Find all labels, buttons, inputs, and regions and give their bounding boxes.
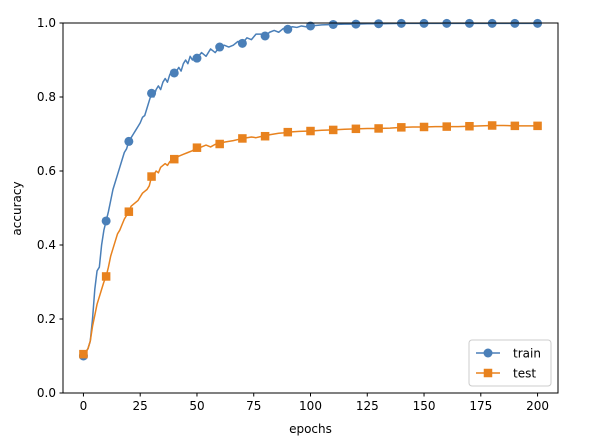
x-tick-label: 100 [299,399,322,413]
test-line [82,124,538,355]
test-point [147,172,156,181]
train-point [306,21,315,31]
train-point [374,19,384,29]
y-axis: 0.0 0.2 0.4 0.6 0.8 1.0 [37,16,63,400]
train-point [351,19,361,29]
plot-frame [62,22,559,394]
legend-test-marker [483,368,493,378]
y-tick-label: 0.8 [37,90,56,104]
y-tick-label: 0.6 [37,164,56,178]
x-tick-label: 25 [133,399,148,413]
series-test [79,121,542,359]
x-tick-label: 175 [469,399,492,413]
test-point [238,134,247,143]
y-tick-label: 0.2 [37,312,56,326]
y-tick-label: 0.4 [37,238,56,252]
x-tick-label: 125 [356,399,379,413]
legend: train test [468,339,552,387]
test-point [533,121,542,131]
test-point [510,121,520,131]
test-point [465,121,474,131]
x-tick-label: 75 [246,399,261,413]
train-point [147,88,157,98]
test-point [487,121,497,130]
y-tick-label: 1.0 [37,16,56,30]
train-point [124,136,134,146]
legend-train-marker [483,348,493,358]
x-tick-label: 150 [413,399,436,413]
y-axis-label: accuracy [10,181,24,235]
x-axis-label: epochs [289,422,332,436]
test-point [374,124,383,133]
train-point [283,24,293,34]
legend-train-label: train [513,347,541,361]
test-point [79,349,88,359]
x-tick-label: 0 [80,399,88,413]
x-axis: 0 25 50 75 100 125 150 175 200 [80,393,549,413]
y-tick-label: 0.0 [37,386,56,400]
x-tick-label: 200 [526,399,549,413]
test-point [419,122,429,132]
test-point [101,272,111,281]
train-point [101,216,111,226]
train-point [237,38,247,48]
train-point [169,68,179,78]
x-tick-label: 50 [189,399,204,413]
test-point [397,123,406,132]
series-train [78,18,543,361]
test-point [283,127,293,137]
train-line [82,22,538,357]
test-point [192,143,202,152]
train-point [328,19,338,29]
plot-area [78,18,543,361]
legend-test-label: test [513,367,536,381]
test-point [260,131,270,141]
train-point [215,42,225,52]
test-point [328,125,338,135]
test-point [442,122,451,131]
train-point [260,31,270,41]
test-point [170,154,179,164]
test-point [351,124,361,134]
test-point [306,126,315,136]
test-point [124,207,134,216]
train-point [192,53,202,63]
test-point [215,139,224,149]
